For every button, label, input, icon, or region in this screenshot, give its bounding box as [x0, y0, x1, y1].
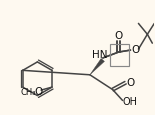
Text: OH: OH: [122, 97, 137, 106]
Text: O: O: [34, 86, 42, 96]
Text: CH₃: CH₃: [20, 87, 36, 96]
Text: O: O: [126, 77, 135, 87]
Text: O: O: [115, 31, 123, 41]
Text: O: O: [131, 45, 140, 55]
Polygon shape: [90, 59, 104, 75]
Text: HN: HN: [92, 50, 108, 60]
